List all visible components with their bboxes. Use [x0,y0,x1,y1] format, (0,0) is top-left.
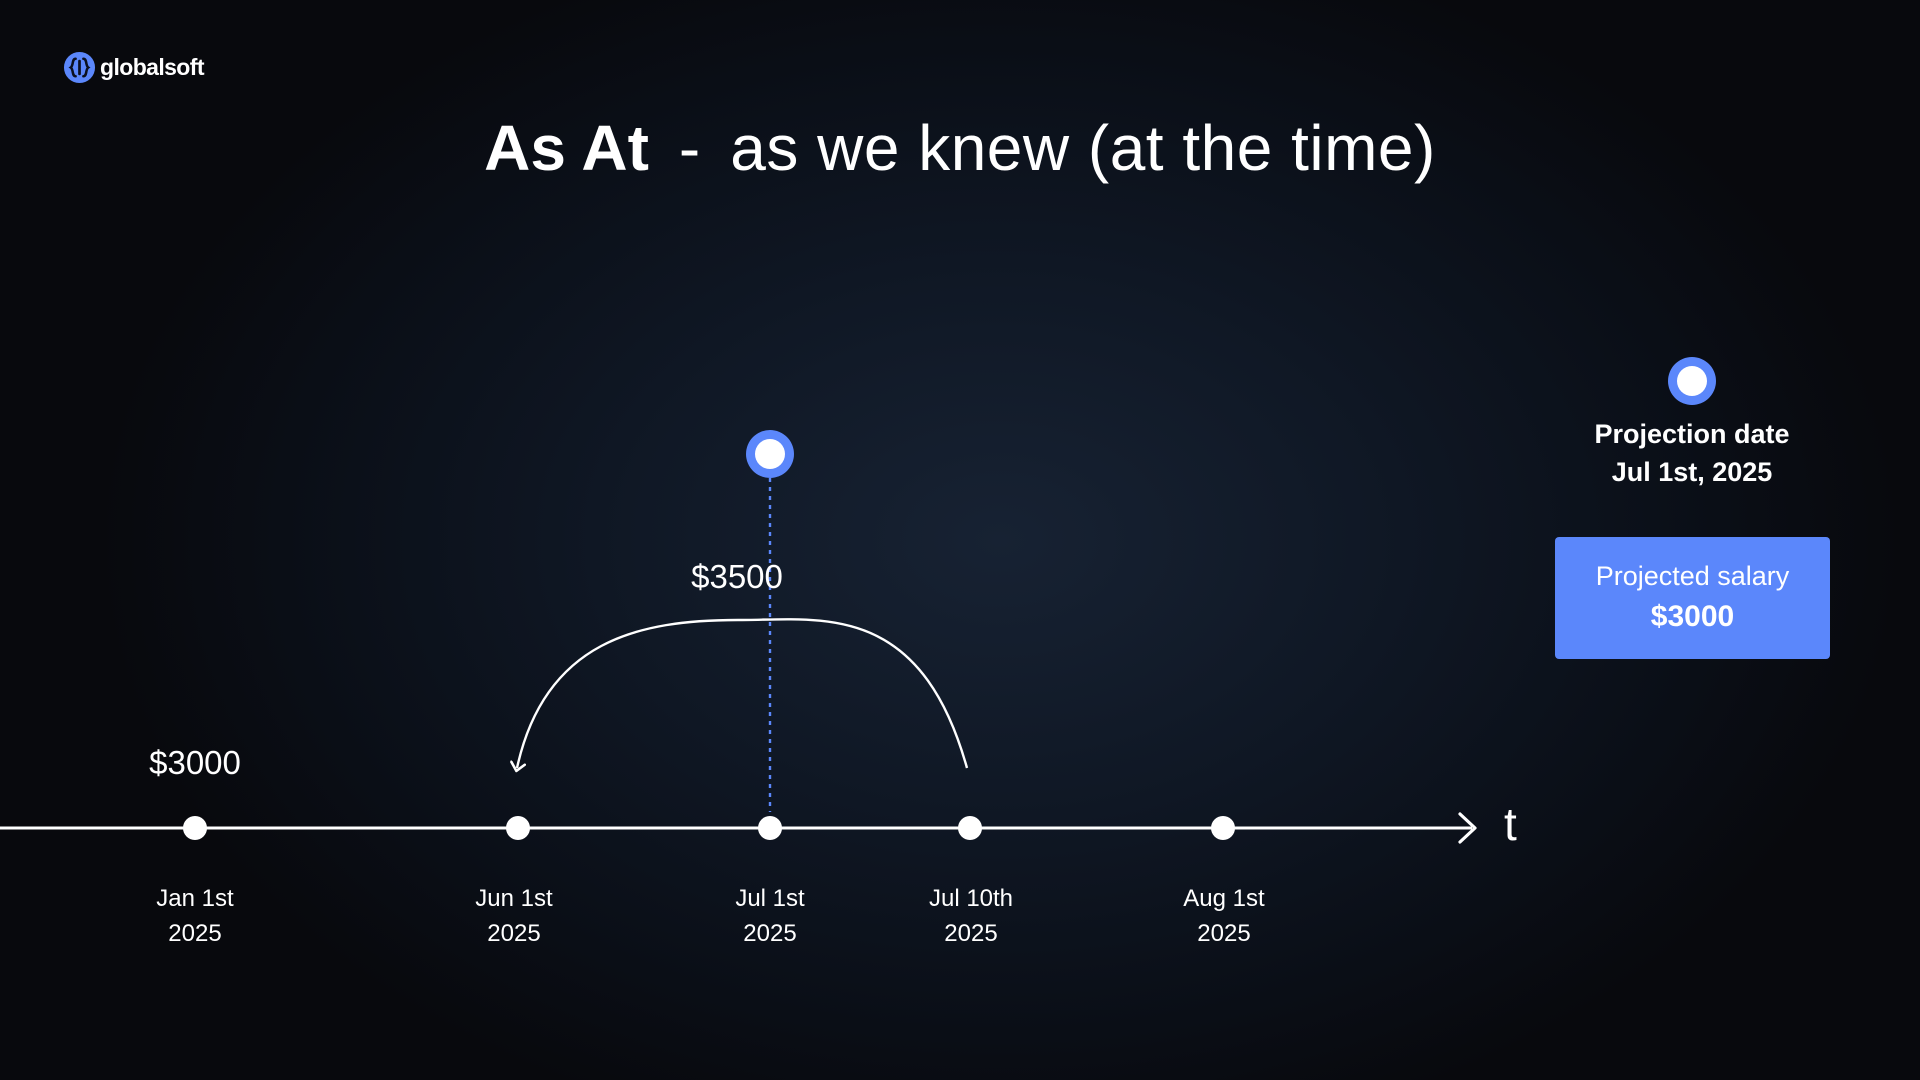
timeline-point [1211,816,1235,840]
timeline-point [183,816,207,840]
timeline-point [506,816,530,840]
projection-date-title: Projection date [1542,415,1842,453]
date-label-line1: Jun 1st [414,881,614,916]
value-label-3500: $3500 [637,558,837,596]
date-label-line1: Jul 10th [871,881,1071,916]
timeline-point [758,816,782,840]
date-label-line2: 2025 [414,916,614,951]
date-label-jun-1st: Jun 1st 2025 [414,881,614,951]
axis-label: t [1504,797,1517,851]
date-label-line2: 2025 [871,916,1071,951]
projection-marker-center [755,439,785,469]
projection-date-value: Jul 1st, 2025 [1542,453,1842,491]
date-label-line1: Aug 1st [1124,881,1324,916]
projection-date-legend: Projection date Jul 1st, 2025 [1542,415,1842,491]
date-label-aug-1st: Aug 1st 2025 [1124,881,1324,951]
projected-salary-value: $3000 [1651,595,1734,639]
date-label-line2: 2025 [670,916,870,951]
value-label-3000: $3000 [95,744,295,782]
projected-salary-caption: Projected salary [1596,557,1790,595]
backdate-arc [517,619,967,768]
date-label-line1: Jul 1st [670,881,870,916]
date-label-line2: 2025 [95,916,295,951]
projected-salary-card: Projected salary $3000 [1555,537,1830,659]
date-label-jul-1st: Jul 1st 2025 [670,881,870,951]
legend-projection-marker-center [1677,366,1707,396]
date-label-line2: 2025 [1124,916,1324,951]
date-label-jan-1st: Jan 1st 2025 [95,881,295,951]
date-label-line1: Jan 1st [95,881,295,916]
date-label-jul-10th: Jul 10th 2025 [871,881,1071,951]
timeline-point [958,816,982,840]
